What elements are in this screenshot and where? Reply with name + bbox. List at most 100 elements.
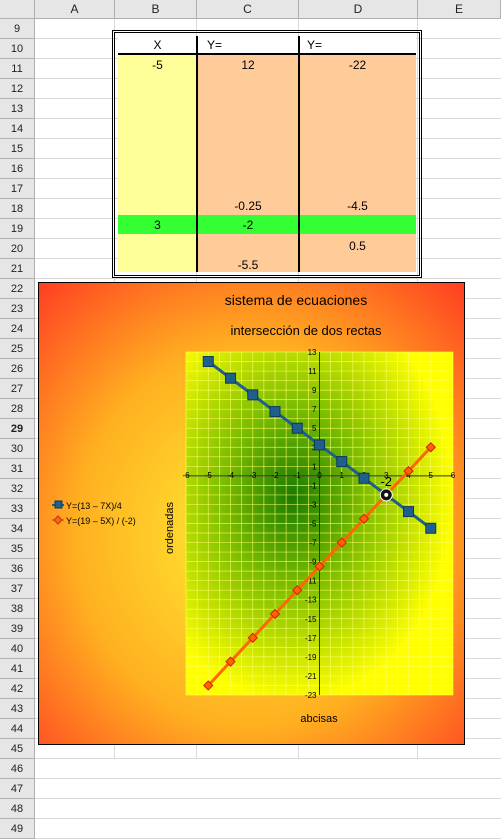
row-header-48[interactable]: 48 [0,799,35,819]
row-header-26[interactable]: 26 [0,359,35,379]
chart[interactable]: sistema de ecuaciones intersección de do… [38,282,465,745]
row-header-12[interactable]: 12 [0,79,35,99]
row-header-11[interactable]: 11 [0,59,35,79]
row-header-17[interactable]: 17 [0,179,35,199]
data-point-diamond[interactable] [225,656,236,667]
cell-c19[interactable]: -2 [242,218,254,232]
column-header-d[interactable]: D [299,0,418,19]
row-header-43[interactable]: 43 [0,699,35,719]
row-header-29[interactable]: 29 [0,419,35,439]
column-header-a[interactable]: A [35,0,115,19]
data-point-diamond[interactable] [269,608,281,620]
data-point-square[interactable] [403,506,414,518]
data-point-diamond[interactable] [425,442,436,453]
row-header-23[interactable]: 23 [0,299,35,319]
cell-c18[interactable]: -0.25 [234,199,262,213]
cell-b11[interactable]: -5 [152,58,163,72]
y-axis-label: ordenadas [164,502,176,554]
column-header-e[interactable]: E [418,0,501,19]
data-point-square[interactable] [247,389,259,401]
y-tick-label: 7 [312,405,317,414]
data-point-square[interactable] [269,406,281,418]
intersection-point-center [384,492,389,497]
x-tick-label: 3 [384,471,389,480]
header-y2[interactable]: Y= [299,36,416,54]
data-point-diamond[interactable] [247,632,258,644]
data-point-diamond[interactable] [314,561,325,572]
row-header-20[interactable]: 20 [0,239,35,259]
row-header-44[interactable]: 44 [0,719,35,739]
header-x[interactable]: X [118,36,197,54]
gridline-row [35,798,501,799]
row-header-19[interactable]: 19 [0,219,35,239]
data-point-square[interactable] [336,456,348,468]
cell-d18[interactable]: -4.5 [347,199,368,213]
row-header-45[interactable]: 45 [0,739,35,759]
x-axis-label: abcisas [300,713,338,725]
row-header-41[interactable]: 41 [0,659,35,679]
row-header-24[interactable]: 24 [0,319,35,339]
y-tick-label: -13 [305,596,317,605]
y-tick-label: -11 [306,577,318,586]
row-header-33[interactable]: 33 [0,499,35,519]
row-header-18[interactable]: 18 [0,199,35,219]
row-header-14[interactable]: 14 [0,119,35,139]
row-header-28[interactable]: 28 [0,399,35,419]
data-point-square[interactable] [202,356,214,368]
row-header-46[interactable]: 46 [0,759,35,779]
row-header-38[interactable]: 38 [0,599,35,619]
data-point-diamond[interactable] [336,537,347,548]
data-point-diamond[interactable] [203,680,214,691]
row-header-39[interactable]: 39 [0,619,35,639]
column-header-b[interactable]: B [115,0,197,19]
data-point-square[interactable] [314,439,325,451]
column-header-c[interactable]: C [197,0,299,19]
cell-c11[interactable]: 12 [241,58,255,72]
row-header-31[interactable]: 31 [0,459,35,479]
corner-cell[interactable] [0,0,35,19]
data-point-square[interactable] [358,472,370,484]
legend[interactable]: Y=(13 – 7X)/4 Y=(19 – 5X) / (-2) [52,500,136,526]
row-header-30[interactable]: 30 [0,439,35,459]
y-tick-label: -5 [309,520,317,529]
row-header-10[interactable]: 10 [0,39,35,59]
row-header-37[interactable]: 37 [0,579,35,599]
row-header-47[interactable]: 47 [0,779,35,799]
cell-d11[interactable]: -22 [348,58,367,72]
y-tick-label: -15 [305,615,317,624]
table-fill-y1 [197,54,299,272]
x-tick-label: 0 [317,471,322,480]
row-header-32[interactable]: 32 [0,479,35,499]
row-header-22[interactable]: 22 [0,279,35,299]
row-header-21[interactable]: 21 [0,259,35,279]
row-header-15[interactable]: 15 [0,139,35,159]
y-tick-label: 9 [312,386,317,395]
data-point-diamond[interactable] [358,513,370,524]
y-tick-label: 5 [312,424,317,433]
data-point-square[interactable] [291,422,303,434]
data-point-diamond[interactable] [292,584,303,596]
row-header-9[interactable]: 9 [0,19,35,39]
y-tick-label: 1 [312,462,317,471]
cell-b19[interactable]: 3 [154,218,161,232]
y-tick-label: -23 [305,691,317,700]
table-header-line [118,53,416,55]
row-header-16[interactable]: 16 [0,159,35,179]
data-point-square[interactable] [225,372,236,384]
header-y1[interactable]: Y= [197,36,299,54]
cell-d20[interactable]: 0.5 [349,239,366,253]
data-point-diamond[interactable] [403,465,414,477]
row-header-49[interactable]: 49 [0,819,35,839]
row-header-25[interactable]: 25 [0,339,35,359]
cell-c21[interactable]: -5.5 [237,258,259,272]
row-header-27[interactable]: 27 [0,379,35,399]
row-header-40[interactable]: 40 [0,639,35,659]
row-header-35[interactable]: 35 [0,539,35,559]
row-header-36[interactable]: 36 [0,559,35,579]
data-point-square[interactable] [425,522,437,534]
row-header-34[interactable]: 34 [0,519,35,539]
row-header-42[interactable]: 42 [0,679,35,699]
row-header-13[interactable]: 13 [0,99,35,119]
chart-subtitle: intersección de dos rectas [230,323,382,338]
